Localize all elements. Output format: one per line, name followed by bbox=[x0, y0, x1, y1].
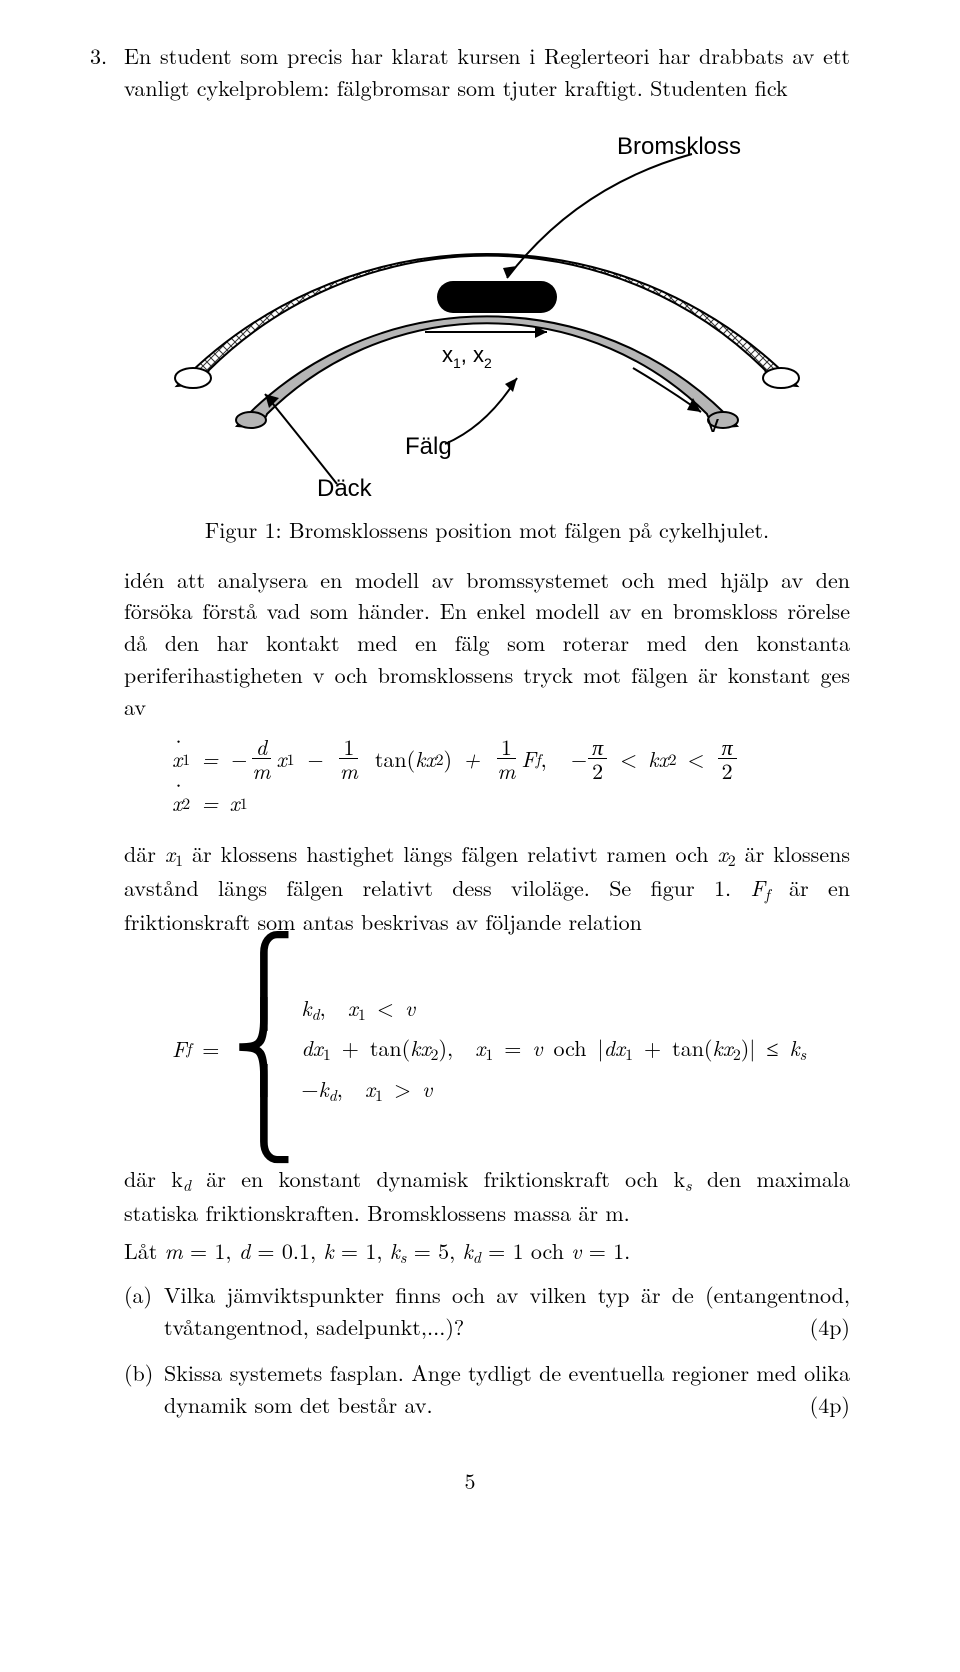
label-bromskloss: Bromskloss bbox=[617, 133, 741, 160]
figure-1: Bromskloss x1, x2 Fälg v Däck bbox=[124, 126, 850, 504]
problem-number: 3. bbox=[90, 40, 124, 1435]
label-falg: Fälg bbox=[405, 433, 452, 460]
model-paragraph-text: idén att analysera en modell av bromssys… bbox=[124, 564, 850, 723]
label-v: v bbox=[707, 411, 719, 438]
model-paragraph: idén att analysera en modell av bromssys… bbox=[124, 564, 850, 723]
subitem-b-points: (4p) bbox=[810, 1389, 850, 1421]
label-dack: Däck bbox=[317, 475, 373, 496]
brake-diagram-svg: Bromskloss x1, x2 Fälg v Däck bbox=[147, 126, 827, 496]
page-number: 5 bbox=[90, 1465, 850, 1497]
subitem-a-label: (a) bbox=[124, 1279, 164, 1343]
state-equations: x1 = − dm x1 − 1m tan(kx2) + 1m Ff, − π2… bbox=[172, 735, 850, 824]
parameter-values: Låt m = 1, d = 0.1, k = 1, ks = 5, kd = … bbox=[124, 1235, 850, 1269]
figure-caption: Figur 1: Bromsklossens position mot fälg… bbox=[124, 514, 850, 546]
intro-paragraph: En student som precis har klarat kursen … bbox=[124, 40, 850, 104]
subitem-a-text: Vilka jämviktspunkter finns och av vilke… bbox=[164, 1279, 850, 1342]
subitem-b-text: Skissa systemets fasplan. Ange tydligt d… bbox=[164, 1357, 850, 1420]
subitem-a-points: (4p) bbox=[810, 1311, 850, 1343]
variables-paragraph: där x1 är klossens hastighet längs fälge… bbox=[124, 838, 850, 938]
subitem-a-body: Vilka jämviktspunkter finns och av vilke… bbox=[164, 1279, 850, 1343]
subitem-b-label: (b) bbox=[124, 1357, 164, 1421]
subitem-b-body: Skissa systemets fasplan. Ange tydligt d… bbox=[164, 1357, 850, 1421]
constants-paragraph: där kd är en konstant dynamisk friktions… bbox=[124, 1163, 850, 1229]
label-x1x2: x1, x2 bbox=[442, 342, 492, 371]
friction-cases: Ff = ⎧⎨⎩ kd, x1 < v dx1 + tan(kx2), x1 =… bbox=[172, 948, 850, 1150]
